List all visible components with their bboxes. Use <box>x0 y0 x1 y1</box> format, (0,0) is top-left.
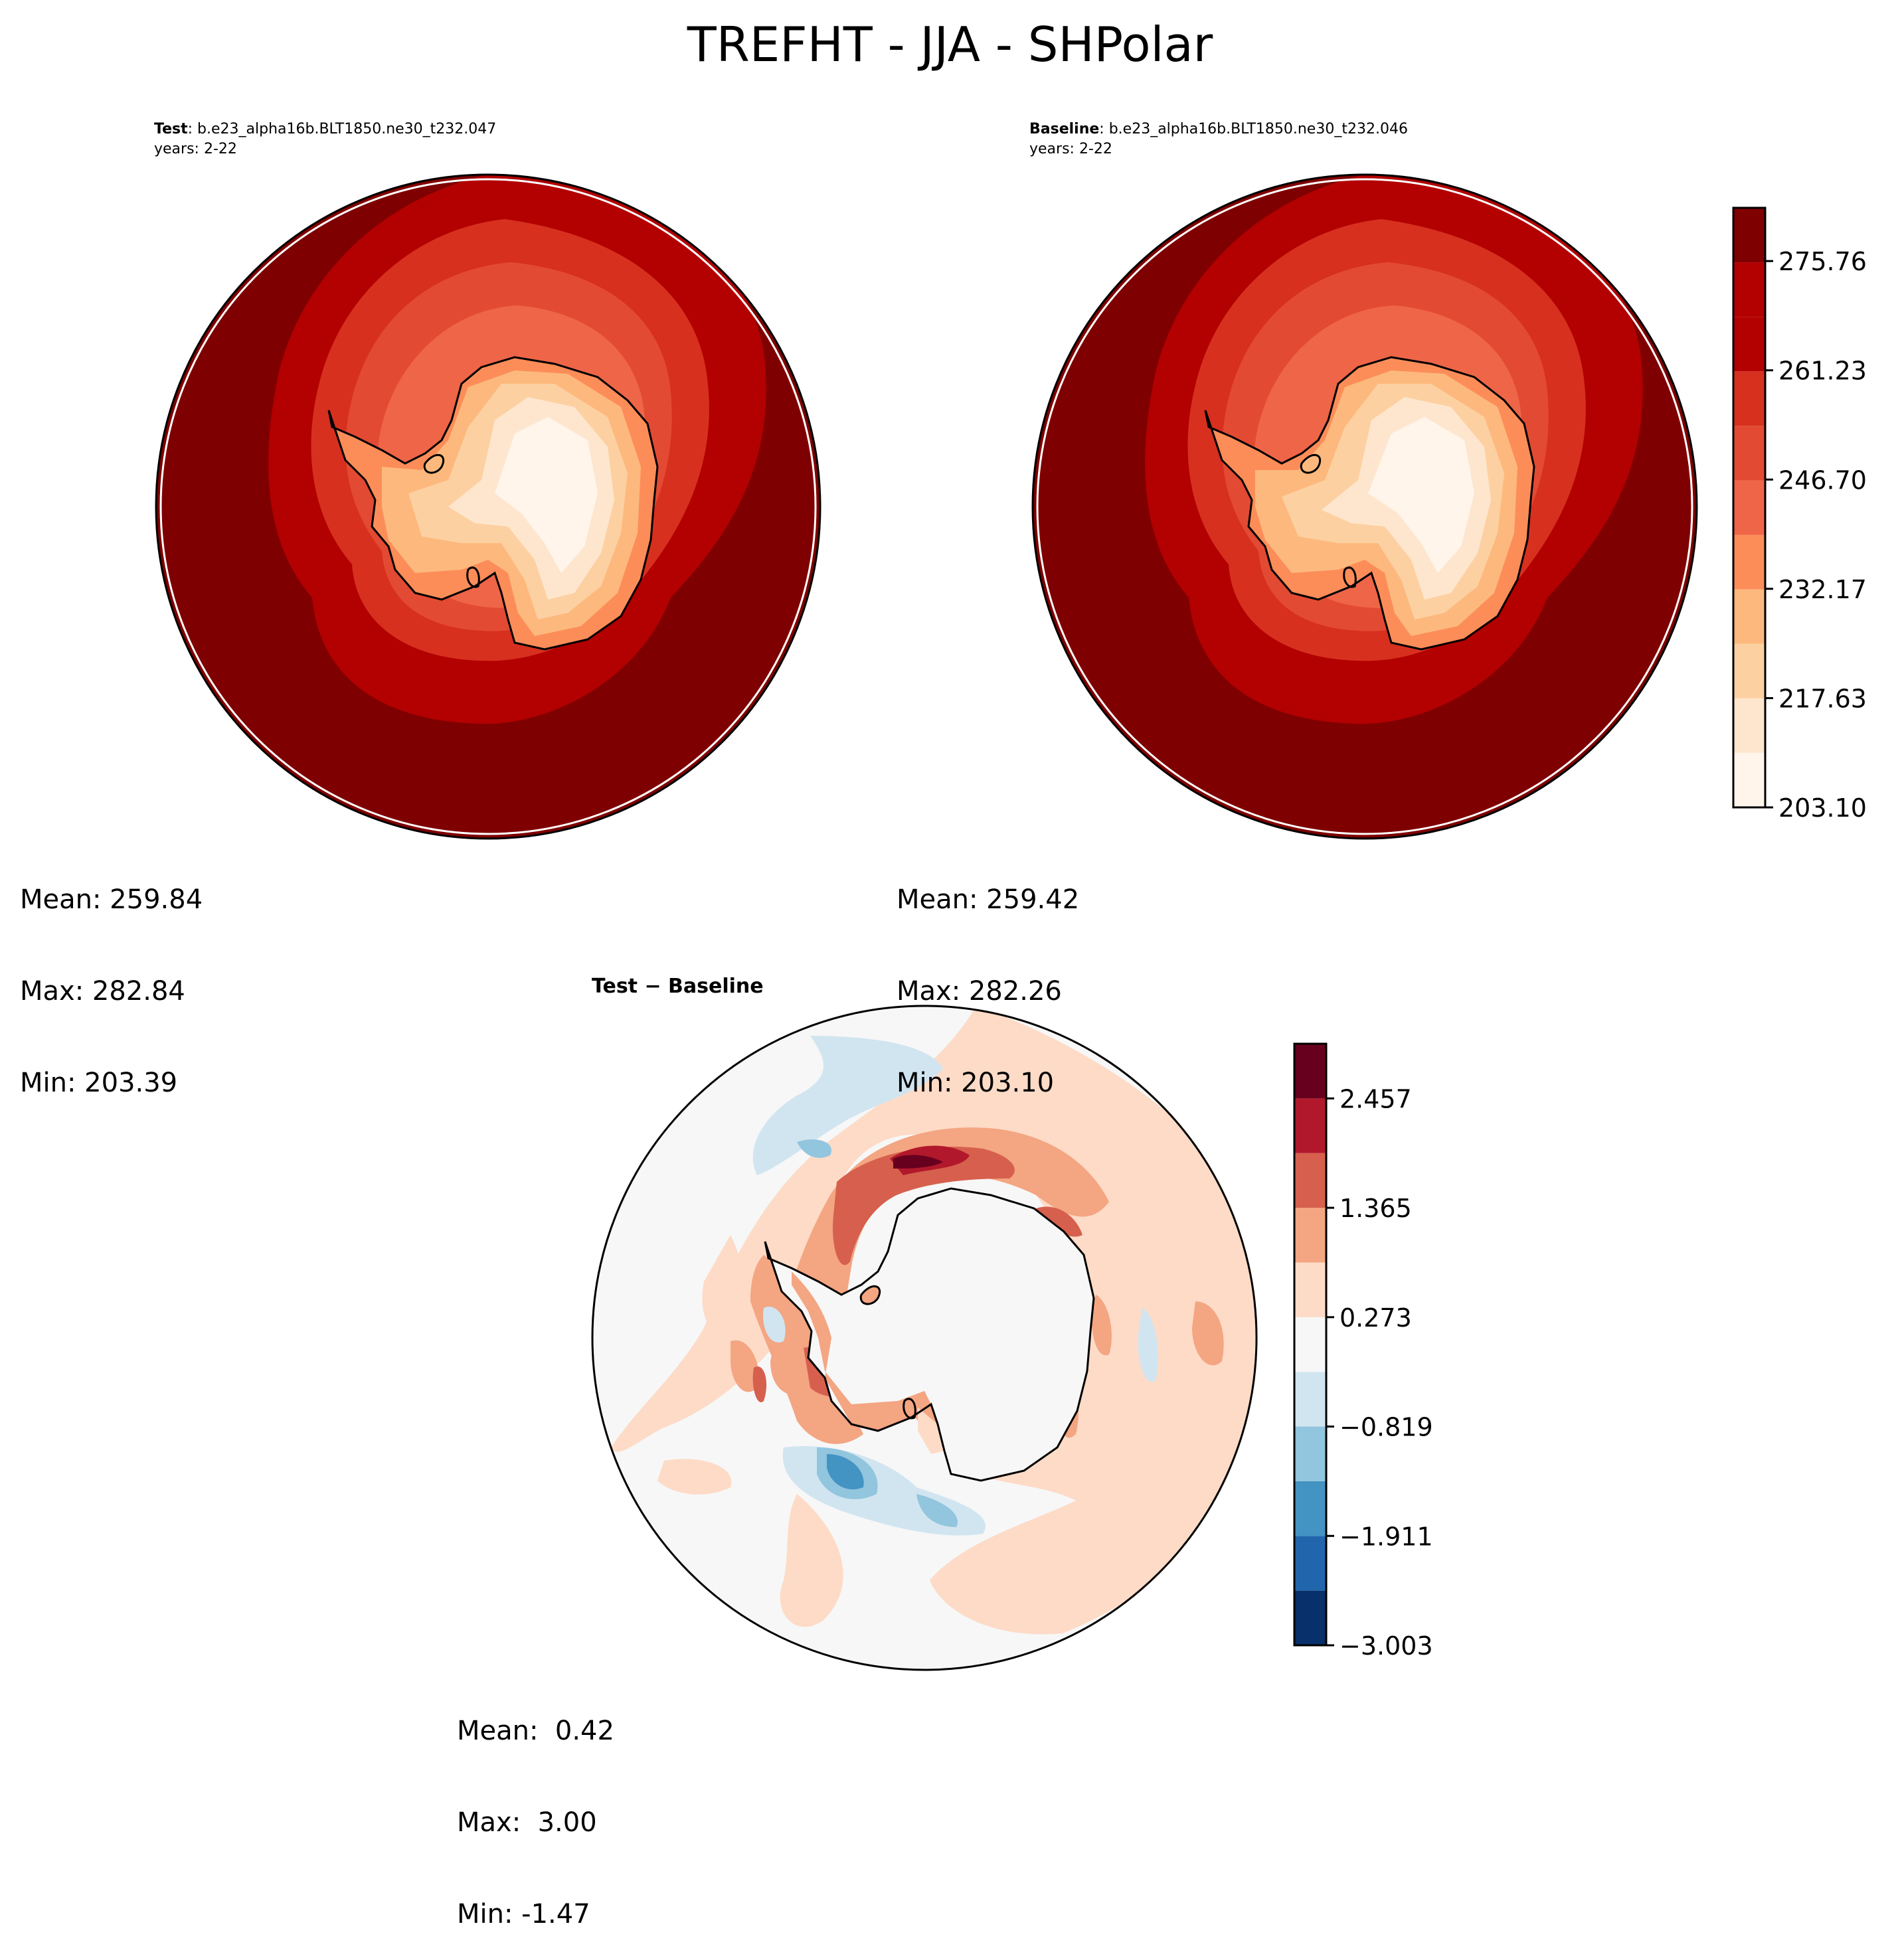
diff-colorbar-tick-label: 2.457 <box>1339 1084 1412 1113</box>
baseline-years: years: 2-22 <box>1029 141 1112 157</box>
test-map <box>155 173 821 840</box>
diff-mean: Mean: 0.42 <box>457 1716 614 1746</box>
test-case: : b.e23_alpha16b.BLT1850.ne30_t232.047 <box>187 121 497 137</box>
diff-colorbar-tick-label: 1.365 <box>1339 1194 1412 1223</box>
diff-colorbar-band <box>1294 1590 1326 1645</box>
diff-colorbar-tick-label: −0.819 <box>1339 1413 1433 1442</box>
diff-stats: Mean: 0.42 Max: 3.00 Min: -1.47 <box>457 1655 614 1960</box>
diff-min: Min: -1.47 <box>457 1899 590 1929</box>
baseline-label: Baseline <box>1029 121 1100 137</box>
temp-colorbar-tick-label: 246.70 <box>1778 465 1867 495</box>
baseline-header: Baseline: b.e23_alpha16b.BLT1850.ne30_t2… <box>1029 120 1408 139</box>
temp-colorbar-frame <box>1732 206 1767 809</box>
diff-colorbar-band <box>1294 1262 1326 1317</box>
temp-colorbar-band <box>1733 534 1765 590</box>
diff-colorbar-band <box>1294 1317 1326 1372</box>
temp-colorbar-band <box>1733 371 1765 426</box>
diff-colorbar-tick-label: −3.003 <box>1339 1631 1433 1661</box>
diff-colorbar-band <box>1294 1372 1326 1427</box>
baseline-min: Min: 203.10 <box>897 1068 1055 1098</box>
diff-colorbar-band <box>1294 1481 1326 1536</box>
diff-colorbar-band <box>1294 1536 1326 1591</box>
baseline-map <box>1031 173 1698 840</box>
diff-colorbar-band <box>1294 1426 1326 1481</box>
diff-colorbar-band <box>1294 1044 1326 1099</box>
temp-colorbar-tick-label: 275.76 <box>1778 247 1867 276</box>
test-max: Max: 282.84 <box>20 976 185 1007</box>
temp-colorbar-tick-label: 203.10 <box>1778 793 1867 823</box>
diff-colorbar-band <box>1294 1208 1326 1263</box>
temp-colorbar-band <box>1733 643 1765 698</box>
baseline-case: : b.e23_alpha16b.BLT1850.ne30_t232.046 <box>1099 121 1408 137</box>
test-years: years: 2-22 <box>154 141 237 157</box>
test-stats: Mean: 259.84 Max: 282.84 Min: 203.39 <box>20 823 203 1129</box>
temp-colorbar-band <box>1733 208 1765 263</box>
temp-colorbar-band <box>1733 262 1765 317</box>
temp-colorbar-band <box>1733 589 1765 644</box>
baseline-mean: Mean: 259.42 <box>897 884 1080 915</box>
figure-title: TREFHT - JJA - SHPolar <box>687 17 1213 72</box>
diff-max: Max: 3.00 <box>457 1807 597 1838</box>
difference-colorbar: −3.003 −1.911 −0.819 0.273 1.365 2.457 <box>1293 1042 1433 1661</box>
diff-colorbar-tick-label: 0.273 <box>1339 1303 1412 1333</box>
temp-colorbar-band <box>1733 480 1765 535</box>
test-mean: Mean: 259.84 <box>20 884 203 915</box>
figure-canvas: 203.10 217.63 232.17 246.70 261.23 275.76 −3.… <box>155 173 1867 1671</box>
temp-colorbar-band <box>1733 698 1765 753</box>
temp-colorbar-tick-label: 217.63 <box>1778 684 1867 713</box>
diff-colorbar-band <box>1294 1098 1326 1153</box>
temperature-colorbar: 203.10 217.63 232.17 246.70 261.23 275.76 <box>1732 206 1867 823</box>
diff-colorbar-tick-label: −1.911 <box>1339 1522 1433 1551</box>
temp-colorbar-band <box>1733 752 1765 807</box>
test-label: Test <box>154 121 188 137</box>
baseline-max: Max: 282.26 <box>897 976 1062 1007</box>
temp-colorbar-tick-label: 232.17 <box>1778 575 1867 604</box>
temp-colorbar-band <box>1733 317 1765 372</box>
test-min: Min: 203.39 <box>20 1068 178 1098</box>
diff-colorbar-band <box>1294 1153 1326 1208</box>
diff-colorbar-frame <box>1293 1042 1328 1647</box>
baseline-stats: Mean: 259.42 Max: 282.26 Min: 203.10 <box>897 823 1079 1129</box>
diff-map <box>591 1005 1258 1671</box>
test-header: Test: b.e23_alpha16b.BLT1850.ne30_t232.0… <box>154 120 496 139</box>
temp-colorbar-tick-label: 261.23 <box>1778 357 1867 386</box>
temp-colorbar-band <box>1733 426 1765 481</box>
diff-title: Test − Baseline <box>592 975 764 998</box>
